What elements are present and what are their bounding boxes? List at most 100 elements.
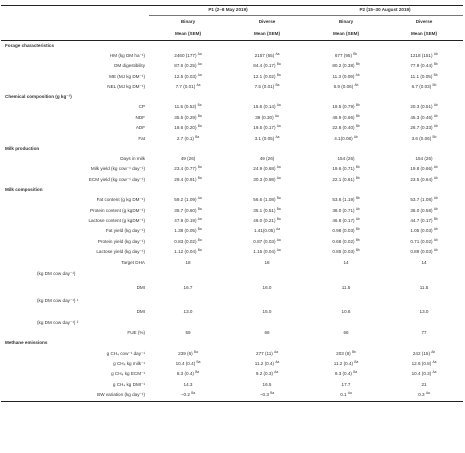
row-label: Fat yield (kg day⁻¹) [105, 228, 145, 234]
row-label: g CH₄ kg ECM⁻¹ [111, 371, 145, 377]
value-cell: 53.7 (1.08) Ab [385, 195, 463, 205]
row-label: Days in milk [120, 156, 145, 162]
cell-value: 80.2 (0.38) [332, 63, 355, 69]
value-cell: −0.3 Ba [227, 390, 308, 402]
value-cell: 18.6 (0.20) Ba [149, 123, 227, 133]
table-row: (kg DM cow day⁻¹) ¹ [1, 294, 463, 307]
table-row: Fat 2.7 (0.1) Ba 3.1 (0.05) Aa 4.1(0.08) Ab… [1, 134, 463, 144]
cell-value: 154 (26) [337, 156, 355, 162]
value-cell: 11.1 (0.05) Bb [385, 72, 463, 82]
row-label: (kg DM cow day⁻¹) ² [37, 319, 79, 325]
significance-letters: Ba [353, 370, 358, 375]
significance-letters: Bb [355, 248, 360, 253]
row-label: DMI [136, 284, 145, 290]
cell-value: 6.7 (0.03) [411, 84, 432, 90]
cell-value: 77.9 (0.44) [410, 63, 433, 69]
significance-letters: Ab [433, 248, 438, 253]
row-label: NDF [135, 114, 145, 120]
value-cell: 10.4 (0.4) Ba [149, 359, 227, 369]
value-cell: 16.5 [227, 380, 307, 390]
cell-value: 12.5 (0.03) [174, 73, 197, 79]
significance-letters: Ba [197, 237, 202, 242]
section-header-row: Milk composition [1, 185, 463, 195]
cell-value: 49 (26) [259, 156, 275, 162]
diet-header: Binary [338, 18, 354, 24]
cell-value: 12.1 (0.02) [253, 73, 276, 79]
cell-value: 3.6 (0.06) [411, 135, 432, 141]
cell-value: 56.6 (1.08) [253, 197, 276, 203]
value-cell: 0.85 (0.03) Bb [307, 247, 385, 257]
row-label: ME (MJ kg DM⁻¹) [109, 73, 145, 79]
significance-letters: Bb [355, 114, 360, 119]
significance-letters: Ab [433, 176, 438, 180]
significance-letters: Aa [274, 370, 279, 375]
value-cell: 19.6 (0.71) Bb [307, 165, 385, 175]
value-cell: 7.5 (0.01) Ba [227, 82, 307, 92]
significance-letters: Aa [274, 349, 278, 354]
cell-value: 10.4 (0.3) [411, 371, 432, 377]
significance-letters: Bb [355, 237, 360, 242]
table-row: ECM yield (kg cow⁻¹ day⁻¹) 29.4 (0.91) Ba… [1, 175, 463, 185]
significance-letters: Ab [433, 165, 438, 170]
cell-value: 9.3 (0.4) [334, 371, 352, 377]
value-cell: 12.5 (0.03) Aa [149, 72, 227, 82]
cell-value: 2157 (65) [254, 52, 275, 58]
value-cell: 154 (26) [307, 154, 385, 164]
value-cell: 0.71 (0.02) Ab [385, 237, 463, 247]
value-cell: 239 (6) Ba [149, 349, 227, 359]
table-row: (kg DM cow day⁻¹) ² [1, 318, 463, 328]
significance-letters: Bb [432, 83, 437, 88]
value-cell: 1.12 (0.04) Ba [149, 247, 227, 257]
row-label: Protein content (g kgDM⁻¹) [89, 207, 145, 213]
cell-value: 239 (6) [178, 350, 193, 356]
cell-value: 22.8 (0.40) [332, 125, 355, 131]
value-cell: −0.2 Ba [149, 390, 227, 402]
value-cell: 1.15 (0.04) Aa [227, 247, 307, 257]
cell-value: 154 (26) [415, 156, 433, 162]
value-cell: 44.7 (0.17) Bb [385, 216, 463, 226]
value-cell: 1218 (151) Ab [385, 51, 463, 61]
cell-value: 0.83 (0.02) [174, 238, 197, 244]
table-row: ADF 18.6 (0.20) Ba 19.5 (0.17) Aa 22.8 (0.4… [1, 123, 463, 133]
header-blank-cell [1, 16, 149, 29]
value-cell: 242 (15) Ab [385, 349, 463, 359]
significance-letters: Ba [275, 83, 280, 88]
diet-header-row: Binary Diverse Binary Diverse [1, 16, 463, 29]
significance-letters: Aa [276, 176, 281, 180]
value-cell: 66 [227, 328, 307, 338]
cell-value: 14 [343, 259, 349, 265]
section-title: Milk composition [5, 187, 43, 192]
significance-letters: Aa [275, 52, 280, 57]
cell-value: 10.4 (0.4) [175, 361, 196, 367]
significance-letters: Ab [433, 237, 438, 242]
value-cell: 56.6 (1.08) Ba [227, 195, 307, 205]
table-row: HM (kg DM ha⁻¹) 2460 (177) Aa 2157 (65) Aa… [1, 51, 463, 61]
table-row: Lactose content (g kgDM⁻¹) 47.9 (0.19) Aa… [1, 216, 463, 226]
significance-letters: Aa [425, 391, 430, 396]
value-cell: 7.7 (0.01) Aa [149, 82, 227, 92]
value-cell: 59 [149, 328, 227, 338]
cell-value: 29.4 (0.91) [174, 176, 197, 182]
value-cell: 16.0 [227, 281, 307, 294]
table-row: g CH₄ kg DMI⁻¹ 14.3 16.5 17.7 21 [1, 380, 463, 390]
value-cell: 16.7 [149, 281, 227, 294]
value-cell: 80.2 (0.38) Bb [307, 61, 385, 71]
section-title: Milk production [5, 145, 40, 151]
value-cell: 14 [385, 258, 463, 268]
section-header-row: Milk production [1, 144, 463, 154]
cell-value: 49.9 (0.66) [332, 114, 355, 120]
value-cell: 11.5 [307, 281, 385, 294]
significance-letters: Ba [270, 391, 275, 396]
significance-letters: Bb [351, 349, 356, 354]
cell-value: 19.5 (0.17) [253, 125, 276, 131]
value-cell: 19.8 (0.66) Ab [385, 165, 463, 175]
value-cell: 46.8 (0.17) Ab [307, 216, 385, 226]
value-cell: 36.0 (0.58) Ab [385, 206, 463, 216]
cell-value: 23.4 (0.77) [174, 166, 197, 172]
cell-value: 11.5 [341, 284, 351, 290]
cell-value: 1.15 (0.04) [253, 249, 276, 255]
cell-value: 23.5 (0.64) [410, 176, 433, 182]
cell-value: 17.7 [341, 381, 351, 387]
cell-value: 13.0 [183, 309, 193, 315]
